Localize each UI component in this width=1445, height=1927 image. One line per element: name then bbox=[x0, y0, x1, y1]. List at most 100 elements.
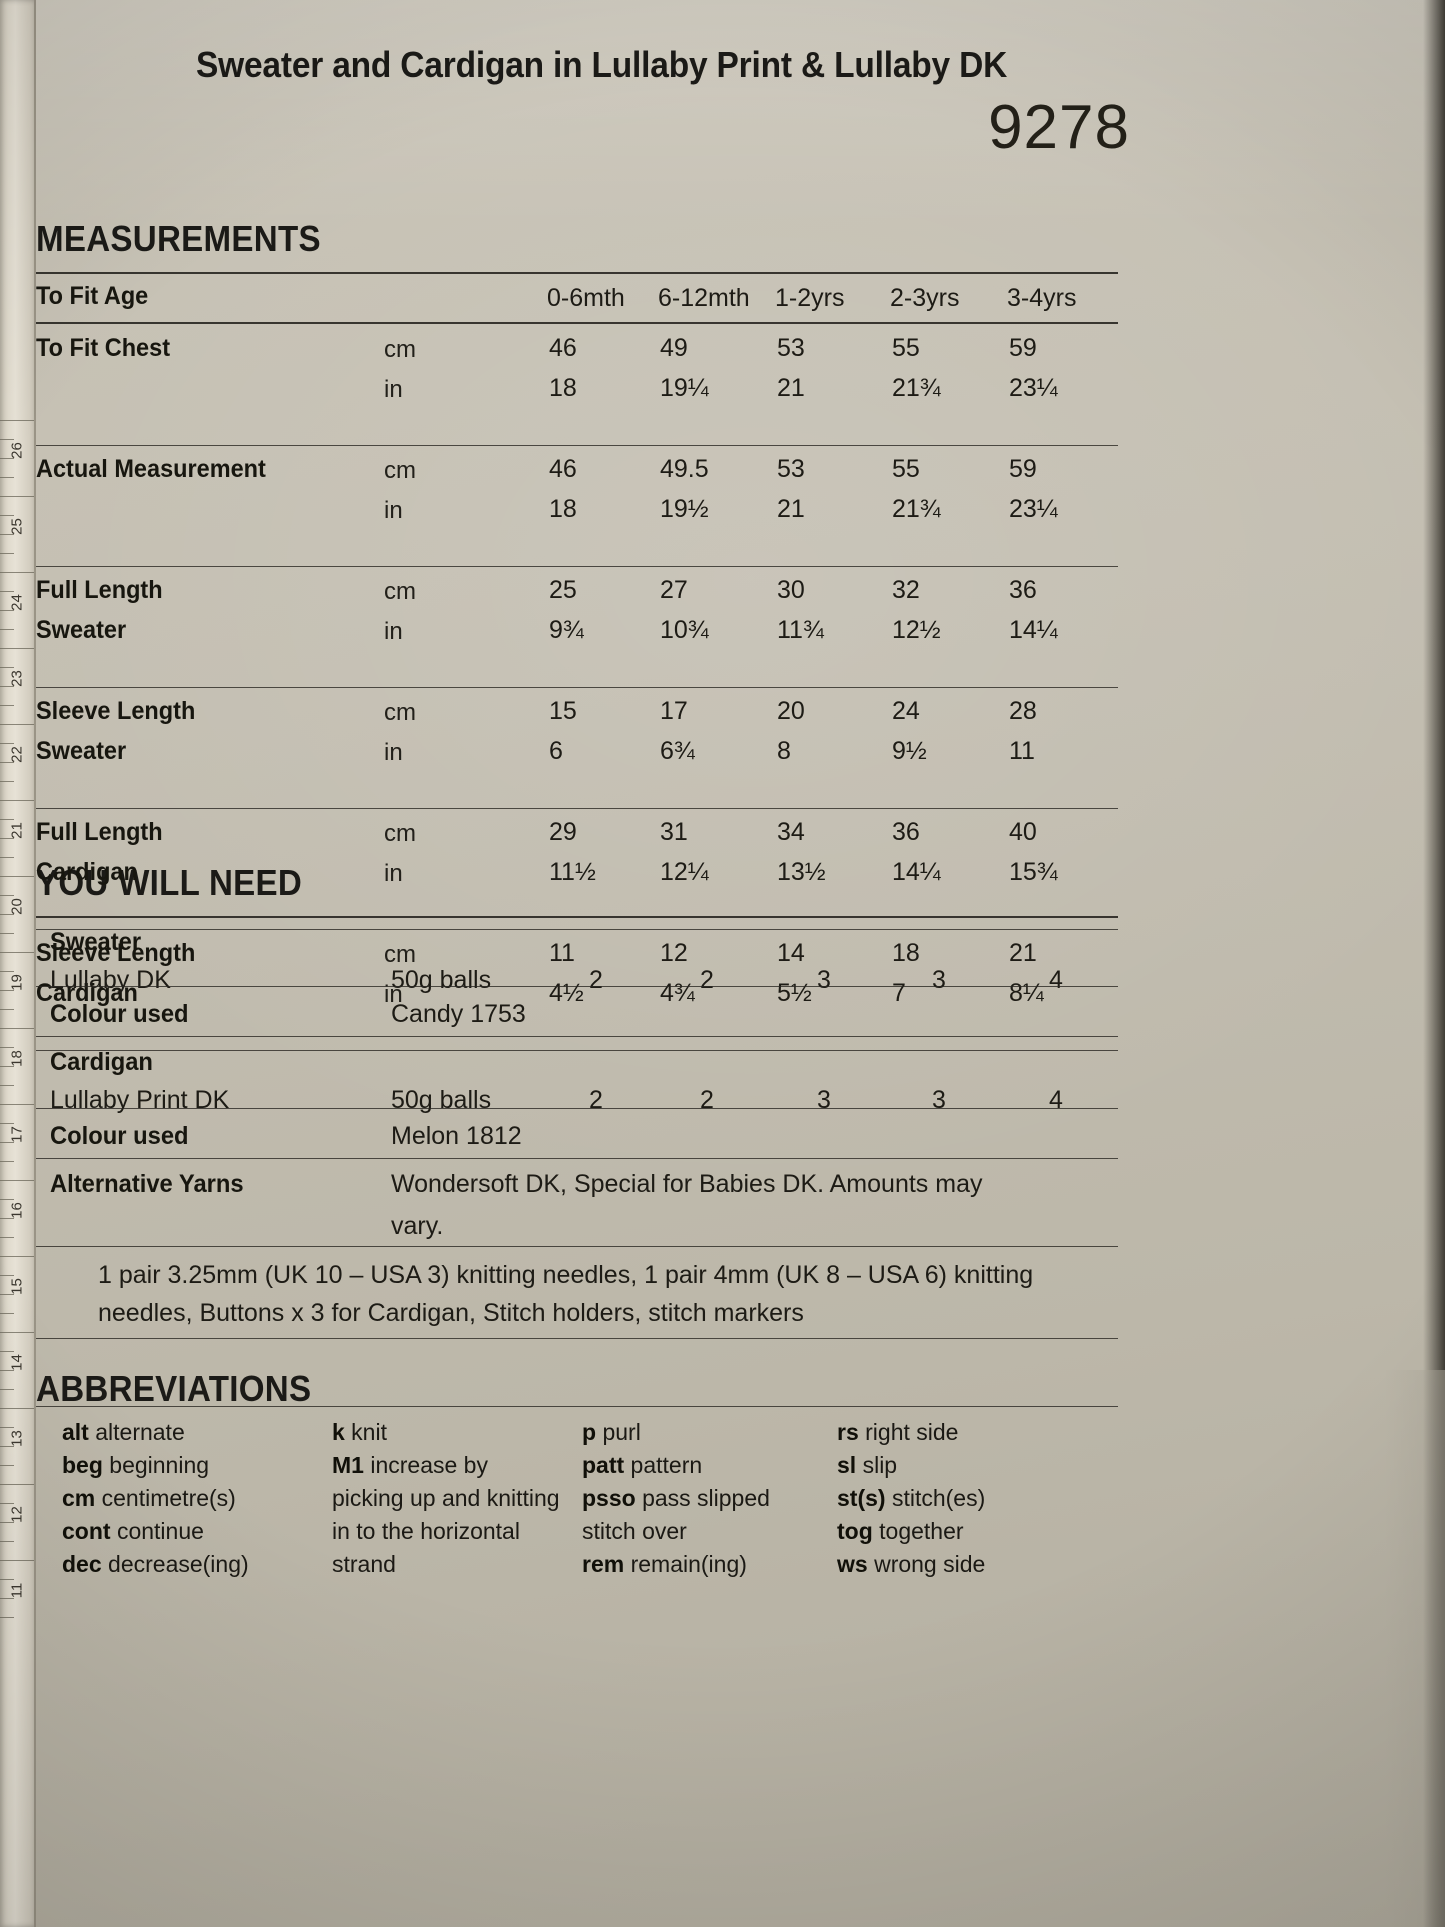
measurement-unit-in: in bbox=[384, 860, 403, 887]
measurement-value-cm: 24 bbox=[892, 697, 920, 725]
table-divider bbox=[36, 986, 1118, 987]
measurement-value-in: 21¾ bbox=[892, 495, 941, 523]
need-row-label: Sweater bbox=[50, 928, 142, 956]
ruler-minor-tick bbox=[0, 743, 14, 744]
ruler-minor-tick bbox=[0, 1275, 14, 1276]
measurements-size-header: 2-3yrs bbox=[890, 284, 960, 312]
abbreviation-definition: right side bbox=[858, 1419, 959, 1445]
abbreviation-definition: pass slipped stitch over bbox=[582, 1485, 770, 1544]
measurement-value-in: 11 bbox=[1009, 737, 1035, 765]
need-row-value: 4 bbox=[1049, 966, 1063, 994]
abbreviation-definition: knit bbox=[344, 1419, 387, 1445]
ruler-minor-tick bbox=[0, 1294, 14, 1295]
ruler-minor-tick bbox=[0, 686, 14, 687]
measurement-unit-cm: cm bbox=[384, 941, 416, 968]
measurement-value-in: 6¾ bbox=[660, 737, 695, 765]
table-divider bbox=[36, 1406, 1118, 1407]
ruler-minor-tick bbox=[0, 1009, 14, 1010]
table-divider bbox=[36, 1338, 1118, 1339]
measurement-value-in: 8¼ bbox=[1009, 979, 1044, 1007]
ruler-minor-tick bbox=[0, 933, 14, 934]
need-row-value: 3 bbox=[817, 966, 831, 994]
abbreviation-item: M1 increase by picking up and knitting i… bbox=[332, 1449, 562, 1581]
abbreviations-table: alt alternate beg beginning cm centimetre(… bbox=[62, 1416, 1132, 1916]
abbreviation-item: ws wrong side bbox=[837, 1548, 1087, 1581]
measurement-value-cm: 49.5 bbox=[660, 455, 709, 483]
measurement-row-label: Cardigan bbox=[36, 858, 138, 886]
measurement-value-in: 6 bbox=[549, 737, 563, 765]
table-divider bbox=[36, 1246, 1118, 1247]
ruler-minor-tick bbox=[0, 971, 14, 972]
table-divider bbox=[36, 1158, 1118, 1159]
measurement-unit-in: in bbox=[384, 376, 403, 403]
measurement-value-cm: 27 bbox=[660, 576, 688, 604]
measurement-value-cm: 53 bbox=[777, 455, 805, 483]
ruler-minor-tick bbox=[0, 1522, 14, 1523]
measurement-unit-cm: cm bbox=[384, 820, 416, 847]
ruler-tick bbox=[0, 648, 34, 649]
measurement-unit-in: in bbox=[384, 618, 403, 645]
abbreviation-definition: continue bbox=[110, 1518, 204, 1544]
abbreviation-definition: decrease(ing) bbox=[101, 1551, 249, 1577]
measurement-value-cm: 31 bbox=[660, 818, 688, 846]
measurement-row-label: Cardigan bbox=[36, 979, 138, 1007]
measurement-unit-cm: cm bbox=[384, 336, 416, 363]
measurement-value-cm: 55 bbox=[892, 334, 920, 362]
ruler-tick bbox=[0, 1104, 34, 1105]
abbreviation-definition: stitch(es) bbox=[885, 1485, 986, 1511]
ruler-minor-tick bbox=[0, 1237, 14, 1238]
ruler-minor-tick bbox=[0, 1047, 14, 1048]
ruler-tick bbox=[0, 420, 34, 421]
ruler-tick bbox=[0, 1332, 34, 1333]
ruler-tick bbox=[0, 1256, 34, 1257]
you-will-need-table: Sweater Lullaby DK 50g balls 2 2 3 3 4 Colour us… bbox=[36, 0, 1120, 1327]
abbreviation-column: p purl patt pattern psso pass slipped stit… bbox=[582, 1416, 827, 1581]
ruler-minor-tick bbox=[0, 1142, 14, 1143]
measurement-value-in: 19½ bbox=[660, 495, 709, 523]
ruler-minor-tick bbox=[0, 1218, 14, 1219]
abbreviation-item: p purl bbox=[582, 1416, 827, 1449]
abbreviation-term: patt bbox=[582, 1452, 625, 1478]
ruler-tick bbox=[0, 800, 34, 801]
ruler-tick bbox=[0, 1408, 34, 1409]
measurement-value-in: 13½ bbox=[777, 858, 826, 886]
measurement-row-label: Sleeve Length bbox=[36, 697, 196, 725]
measurement-unit-in: in bbox=[384, 981, 403, 1008]
need-row-label: Cardigan bbox=[50, 1048, 153, 1076]
measurement-value-cm: 53 bbox=[777, 334, 805, 362]
measurement-row-label: Sweater bbox=[36, 616, 127, 644]
ruler-tick bbox=[0, 1028, 34, 1029]
ruler-tick bbox=[0, 1560, 34, 1561]
table-divider bbox=[36, 687, 1118, 688]
measurement-value-cm: 11 bbox=[549, 939, 575, 967]
ruler-minor-tick bbox=[0, 1598, 14, 1599]
measurement-value-cm: 40 bbox=[1009, 818, 1037, 846]
ruler-minor-tick bbox=[0, 781, 14, 782]
abbreviation-definition: centimetre(s) bbox=[95, 1485, 236, 1511]
abbreviation-item: sl slip bbox=[837, 1449, 1087, 1482]
measurement-value-in: 7 bbox=[892, 979, 906, 1007]
measurements-size-header: 1-2yrs bbox=[775, 284, 845, 312]
abbreviation-definition: remain(ing) bbox=[624, 1551, 747, 1577]
abbreviation-item: patt pattern bbox=[582, 1449, 827, 1482]
needles-note-line: needles, Buttons x 3 for Cardigan, Stitc… bbox=[98, 1299, 804, 1327]
abbreviation-definition: wrong side bbox=[867, 1551, 986, 1577]
ruler-minor-tick bbox=[0, 1085, 14, 1086]
measurement-value-cm: 34 bbox=[777, 818, 805, 846]
measurements-size-header-label: To Fit Age bbox=[36, 282, 149, 310]
abbreviation-item: k knit bbox=[332, 1416, 562, 1449]
ruler-tick bbox=[0, 496, 34, 497]
measurement-value-cm: 12 bbox=[660, 939, 688, 967]
need-row-value: 3 bbox=[932, 1086, 946, 1114]
abbreviation-term: k bbox=[332, 1419, 345, 1445]
abbreviation-term: dec bbox=[62, 1551, 102, 1577]
measurements-size-header: 6-12mth bbox=[658, 284, 750, 312]
abbreviation-term: beg bbox=[62, 1452, 103, 1478]
ruler-minor-tick bbox=[0, 458, 14, 459]
abbreviation-definition: beginning bbox=[102, 1452, 210, 1478]
abbreviation-column: rs right side sl slip st(s) stitch(es) tog … bbox=[837, 1416, 1087, 1581]
need-row-value: 4 bbox=[1049, 1086, 1063, 1114]
abbreviation-definition: together bbox=[872, 1518, 964, 1544]
abbreviations-heading: ABBREVIATIONS bbox=[36, 1368, 312, 1409]
need-row-unit: 50g balls bbox=[391, 966, 492, 994]
